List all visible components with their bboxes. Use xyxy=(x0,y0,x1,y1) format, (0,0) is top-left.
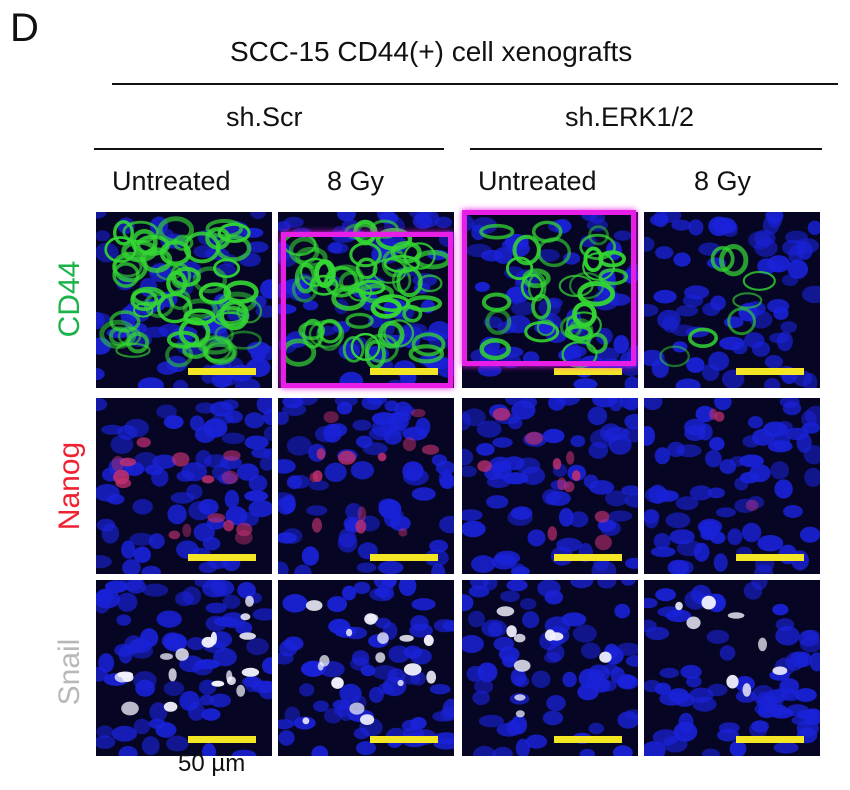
row-label-snail: Snail xyxy=(53,638,86,706)
column-label-3: Untreated xyxy=(478,166,597,196)
scale-bar-label: 50 µm xyxy=(178,750,246,777)
micrograph-cd44-erk-8gy xyxy=(644,212,820,388)
micrograph-snail-erk-8gy xyxy=(644,580,820,756)
micrograph-nanog-erk-untreated xyxy=(462,398,638,574)
scale-bar xyxy=(370,554,438,561)
scale-bar xyxy=(736,554,804,561)
micrograph-snail-erk-untreated xyxy=(462,580,638,756)
highlight-box-sh-scr-8gy xyxy=(281,232,453,388)
scale-bar xyxy=(188,554,256,561)
group-rule-sh-scr xyxy=(94,148,444,150)
column-label-1: Untreated xyxy=(112,166,231,196)
scale-bar xyxy=(188,736,256,743)
scale-bar xyxy=(370,736,438,743)
group-label-sh-erk: sh.ERK1/2 xyxy=(565,102,695,132)
group-rule-sh-erk xyxy=(470,148,822,150)
figure-title: SCC-15 CD44(+) cell xenografts xyxy=(230,36,633,67)
scale-bar xyxy=(370,368,438,375)
column-label-4: 8 Gy xyxy=(694,166,752,196)
micrograph-snail-scr-8gy xyxy=(278,580,454,756)
scale-bar xyxy=(736,368,804,375)
scale-bar xyxy=(554,368,622,375)
group-label-sh-scr: sh.Scr xyxy=(226,102,303,132)
scale-bar xyxy=(554,554,622,561)
scale-bar xyxy=(554,736,622,743)
micrograph-cd44-erk-untreated xyxy=(462,212,638,388)
panel-letter: D xyxy=(10,6,39,50)
column-label-2: 8 Gy xyxy=(327,166,385,196)
micrograph-nanog-erk-8gy xyxy=(644,398,820,574)
micrograph-nanog-scr-untreated xyxy=(96,398,272,574)
highlight-box-sh-erk-untreated xyxy=(462,210,636,366)
micrograph-cd44-scr-untreated xyxy=(96,212,272,388)
scale-bar xyxy=(736,736,804,743)
row-label-cd44: CD44 xyxy=(53,260,86,338)
row-label-nanog: Nanog xyxy=(53,441,86,531)
title-rule xyxy=(112,83,838,85)
scale-bar xyxy=(188,368,256,375)
micrograph-snail-scr-untreated xyxy=(96,580,272,756)
micrograph-nanog-scr-8gy xyxy=(278,398,454,574)
